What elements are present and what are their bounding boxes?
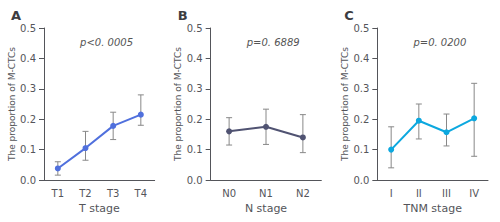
svg-text:0.3: 0.3 — [20, 83, 36, 94]
svg-text:0.5: 0.5 — [353, 23, 369, 34]
svg-text:T stage: T stage — [78, 202, 120, 215]
svg-text:0.3: 0.3 — [353, 83, 369, 94]
svg-text:The proportion of M-CTCs: The proportion of M-CTCs — [7, 47, 17, 162]
svg-text:0.5: 0.5 — [187, 23, 203, 34]
svg-text:T3: T3 — [106, 188, 119, 199]
svg-text:p<0. 0005: p<0. 0005 — [79, 37, 133, 48]
svg-text:N1: N1 — [259, 188, 273, 199]
svg-text:T4: T4 — [134, 188, 147, 199]
svg-text:p=0. 6889: p=0. 6889 — [246, 37, 300, 48]
svg-text:N stage: N stage — [245, 202, 287, 215]
svg-text:T1: T1 — [51, 188, 64, 199]
svg-text:0.3: 0.3 — [187, 83, 203, 94]
svg-text:0.1: 0.1 — [353, 144, 369, 155]
svg-text:0.2: 0.2 — [187, 114, 203, 125]
svg-text:0.4: 0.4 — [353, 53, 369, 64]
svg-text:TNM stage: TNM stage — [402, 202, 462, 215]
svg-text:T2: T2 — [78, 188, 91, 199]
svg-text:B: B — [178, 8, 188, 23]
svg-text:I: I — [390, 188, 393, 199]
svg-text:0.0: 0.0 — [20, 175, 36, 186]
svg-text:N0: N0 — [222, 188, 236, 199]
svg-text:The proportion of M-CTCs: The proportion of M-CTCs — [173, 47, 183, 162]
svg-text:0.4: 0.4 — [187, 53, 203, 64]
svg-text:0.0: 0.0 — [353, 175, 369, 186]
svg-text:The proportion of M-CTCs: The proportion of M-CTCs — [340, 47, 350, 162]
svg-text:II: II — [416, 188, 422, 199]
svg-text:C: C — [344, 8, 354, 23]
svg-text:0.0: 0.0 — [187, 175, 203, 186]
svg-text:p=0. 0200: p=0. 0200 — [412, 37, 466, 48]
svg-text:0.2: 0.2 — [20, 114, 36, 125]
svg-text:0.4: 0.4 — [20, 53, 36, 64]
svg-text:0.1: 0.1 — [187, 144, 203, 155]
svg-text:A: A — [11, 8, 21, 23]
svg-text:0.2: 0.2 — [353, 114, 369, 125]
svg-text:0.5: 0.5 — [20, 23, 36, 34]
svg-text:N2: N2 — [296, 188, 310, 199]
svg-text:III: III — [442, 188, 451, 199]
svg-text:IV: IV — [469, 188, 479, 199]
svg-text:0.1: 0.1 — [20, 144, 36, 155]
